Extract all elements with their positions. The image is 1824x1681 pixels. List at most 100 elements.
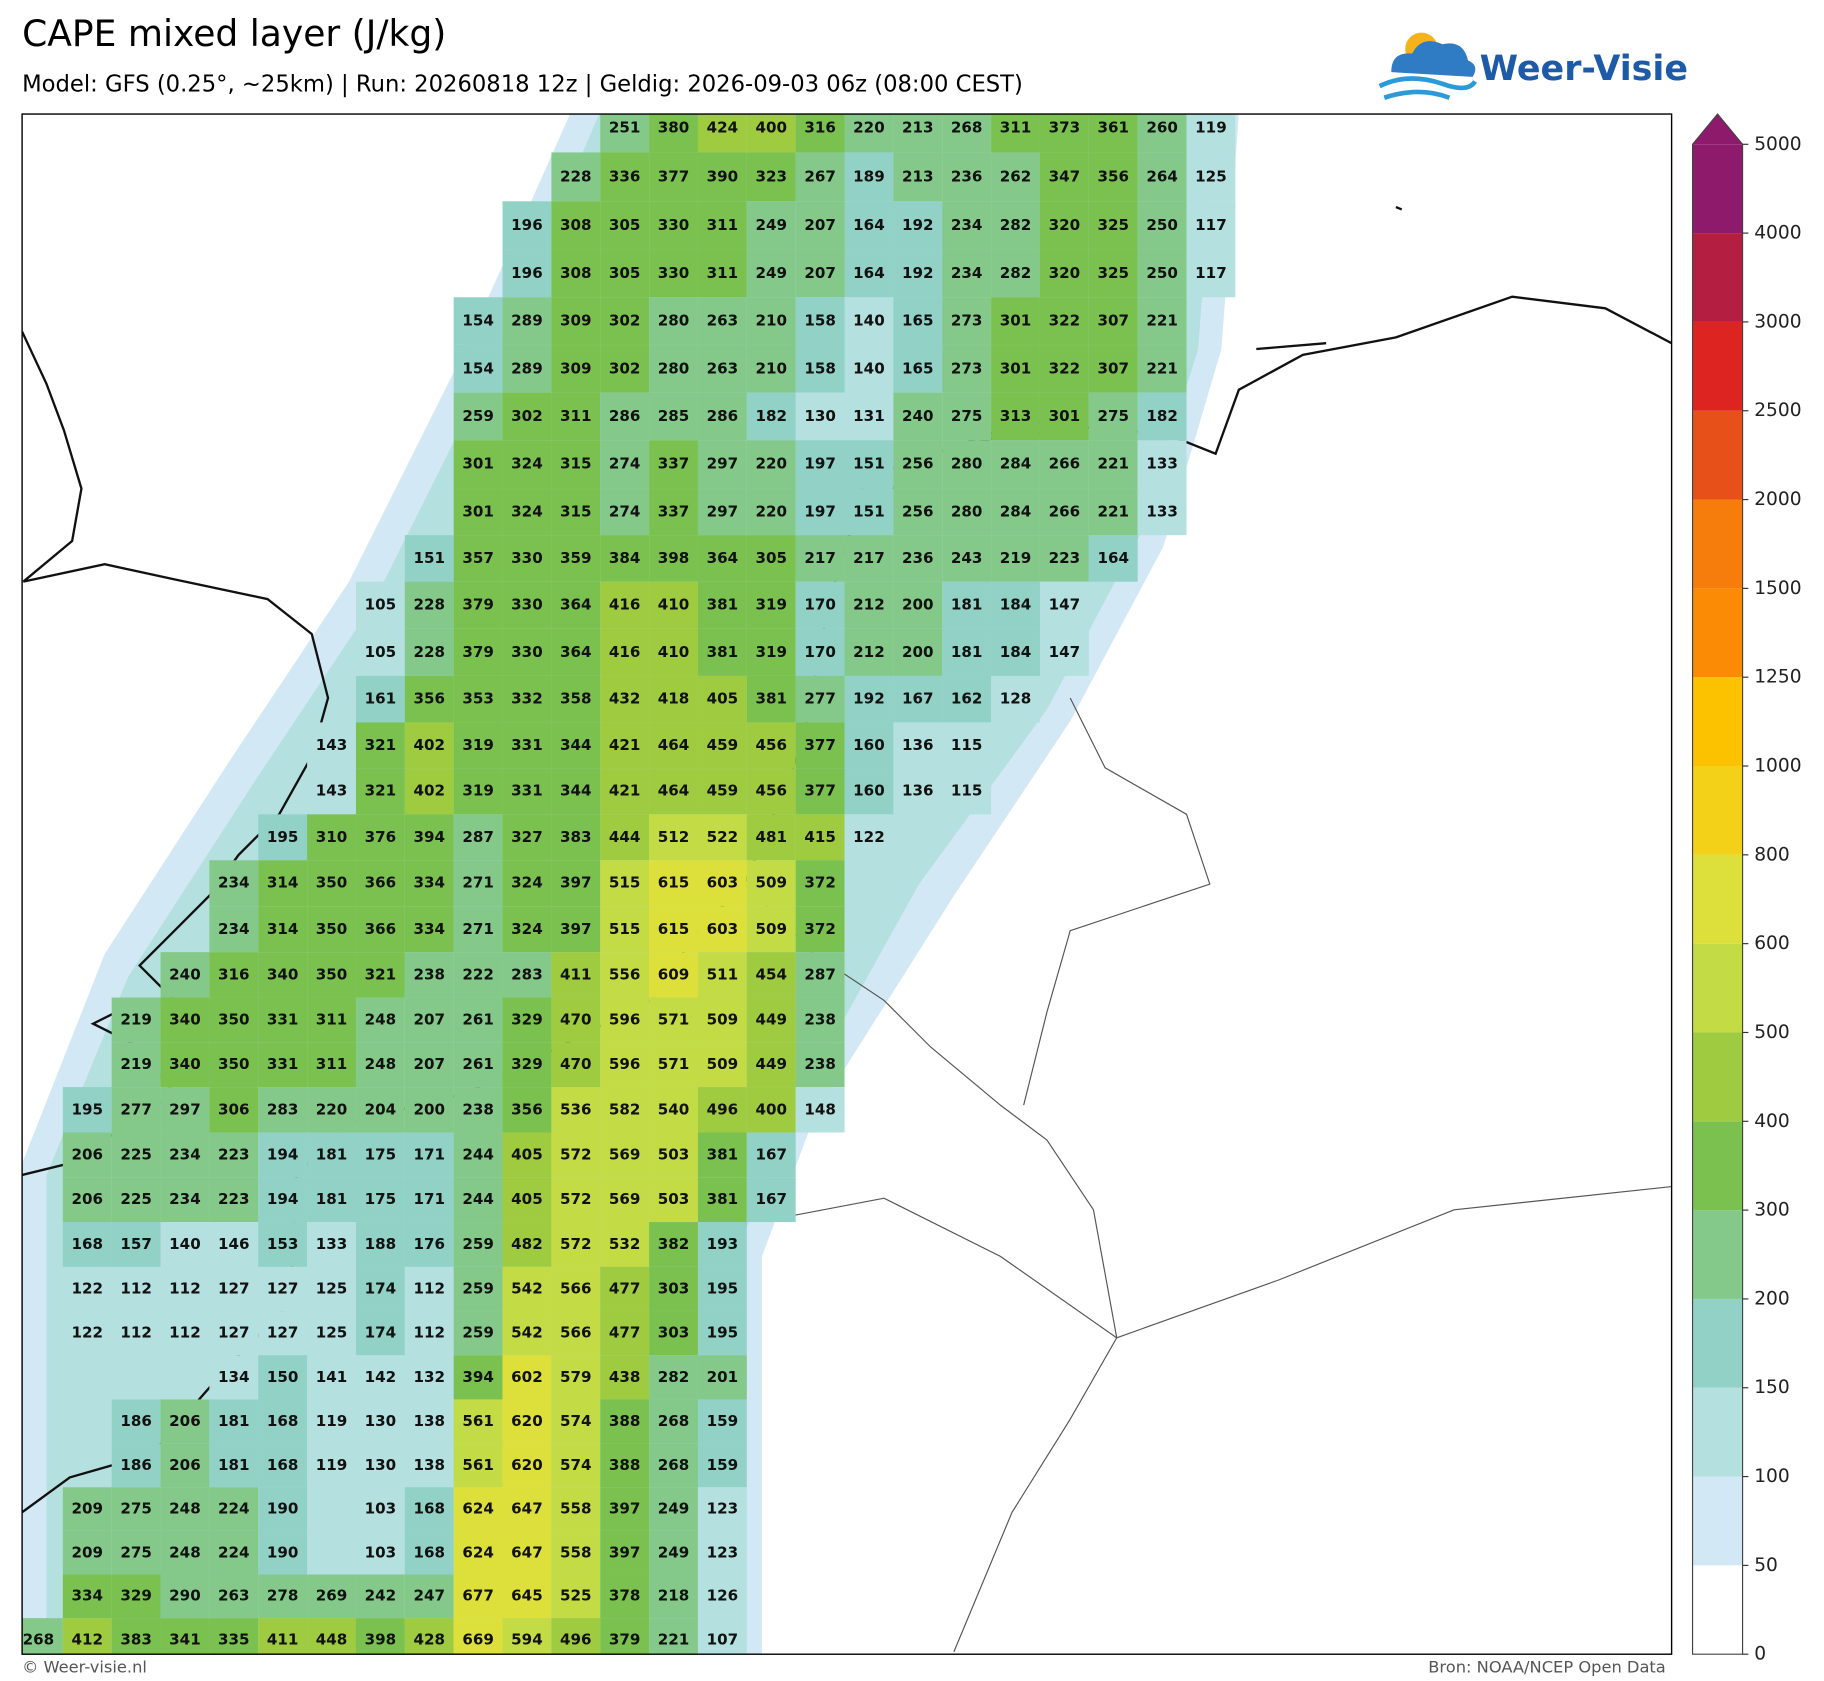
cape-value-label: 310 [316,828,348,846]
cape-cell [551,675,601,723]
cape-value-label: 540 [658,1100,690,1118]
cape-value-label: 645 [511,1587,543,1605]
colorbar-tick-label: 2500 [1754,400,1801,421]
cape-cell [209,1530,259,1575]
cape-value-label: 212 [853,643,885,661]
cape-value-label: 303 [658,1324,690,1342]
cape-cell [209,1487,259,1531]
cape-value-label: 122 [71,1279,103,1297]
cape-cell [307,1574,356,1619]
cape-value-label: 192 [853,690,885,708]
colorbar-tick-label: 2000 [1754,489,1801,510]
cape-value-label: 193 [707,1235,739,1253]
cape-value-label: 168 [267,1412,299,1430]
cape-value-label: 209 [71,1544,103,1562]
cape-value-label: 372 [804,873,836,891]
cape-cell [746,952,796,998]
cape-value-label: 186 [120,1412,152,1430]
cape-value-label: 569 [609,1146,641,1164]
cape-cell [551,488,601,536]
cape-value-label: 236 [902,549,934,567]
cape-cell [795,392,845,441]
cape-value-label: 122 [853,828,885,846]
cape-cell [355,1042,405,1088]
source: Bron: NOAA/NCEP Open Data [1428,1658,1666,1677]
colorbar-segment [1692,1210,1743,1299]
cape-value-label: 321 [365,782,397,800]
cape-cell [746,860,796,907]
cape-cell [795,906,845,953]
cape-value-label: 334 [413,873,445,891]
cape-value-label: 221 [1097,455,1129,473]
cape-value-label: 122 [71,1324,103,1342]
cape-cell [600,344,650,393]
cape-cell [649,1042,698,1088]
cape-cell [697,1222,747,1267]
cape-value-label: 477 [609,1279,641,1297]
cape-cell [600,535,650,582]
cape-value-label: 353 [462,690,494,708]
cape-cell [453,1311,503,1356]
cape-cell [453,392,503,441]
cape-cell [209,997,259,1043]
cape-value-label: 647 [511,1544,543,1562]
cape-cell [160,997,210,1043]
cape-value-label: 379 [462,643,494,661]
cape-value-label: 134 [218,1368,250,1386]
cape-cell [62,1087,112,1133]
cape-cell [404,1266,454,1312]
colorbar-segment [1692,499,1743,589]
cape-value-label: 220 [316,1100,348,1118]
cape-cell [649,535,698,582]
cape-value-label: 297 [707,455,739,473]
cape-value-label: 405 [511,1146,543,1164]
cape-cell [258,814,308,861]
cape-cell [502,1574,552,1619]
cape-cell [551,1443,601,1488]
cape-value-label: 340 [267,965,299,983]
cape-value-label: 171 [413,1146,445,1164]
cape-cell [551,1222,601,1267]
cape-value-label: 376 [365,828,397,846]
cape-cell [649,392,698,441]
colorbar-tick-label: 3000 [1754,311,1801,332]
cape-cell [600,952,650,998]
cape-value-label: 127 [267,1279,299,1297]
cape-cell [893,152,943,202]
cape-cell [502,628,552,676]
cape-value-label: 181 [951,595,983,613]
cape-cell [62,1618,112,1655]
cape-value-label: 314 [267,873,299,891]
cape-cell [453,1177,503,1223]
cape-cell [551,722,601,769]
cape-cell [1186,152,1236,202]
cape-value-label: 311 [560,407,592,425]
cape-cell [600,1530,650,1575]
cape-cell [844,535,894,582]
cape-value-label: 283 [267,1100,299,1118]
cape-value-label: 153 [267,1235,299,1253]
cape-cell [551,860,601,907]
cape-value-label: 154 [462,359,494,377]
cape-cell [991,249,1040,298]
cape-cell [502,952,552,998]
cape-value-label: 290 [169,1587,201,1605]
cape-cell [697,152,747,202]
cape-value-label: 302 [609,312,641,330]
cape-cell [1039,440,1089,489]
cape-cell [502,581,552,629]
cape-value-label: 330 [511,643,543,661]
cape-value-label: 168 [413,1499,445,1517]
cape-value-label: 167 [755,1190,787,1208]
cape-value-label: 157 [120,1235,152,1253]
cape-value-label: 397 [560,873,592,891]
cape-value-label: 171 [413,1190,445,1208]
cape-cell [404,952,454,998]
colorbar-segment [1692,943,1743,1033]
cape-cell [209,1574,259,1619]
cape-value-label: 609 [658,965,690,983]
cape-cell [209,1132,259,1178]
colorbar-segment [1692,1476,1743,1566]
cape-cell [795,1087,845,1133]
cape-value-label: 192 [902,216,934,234]
